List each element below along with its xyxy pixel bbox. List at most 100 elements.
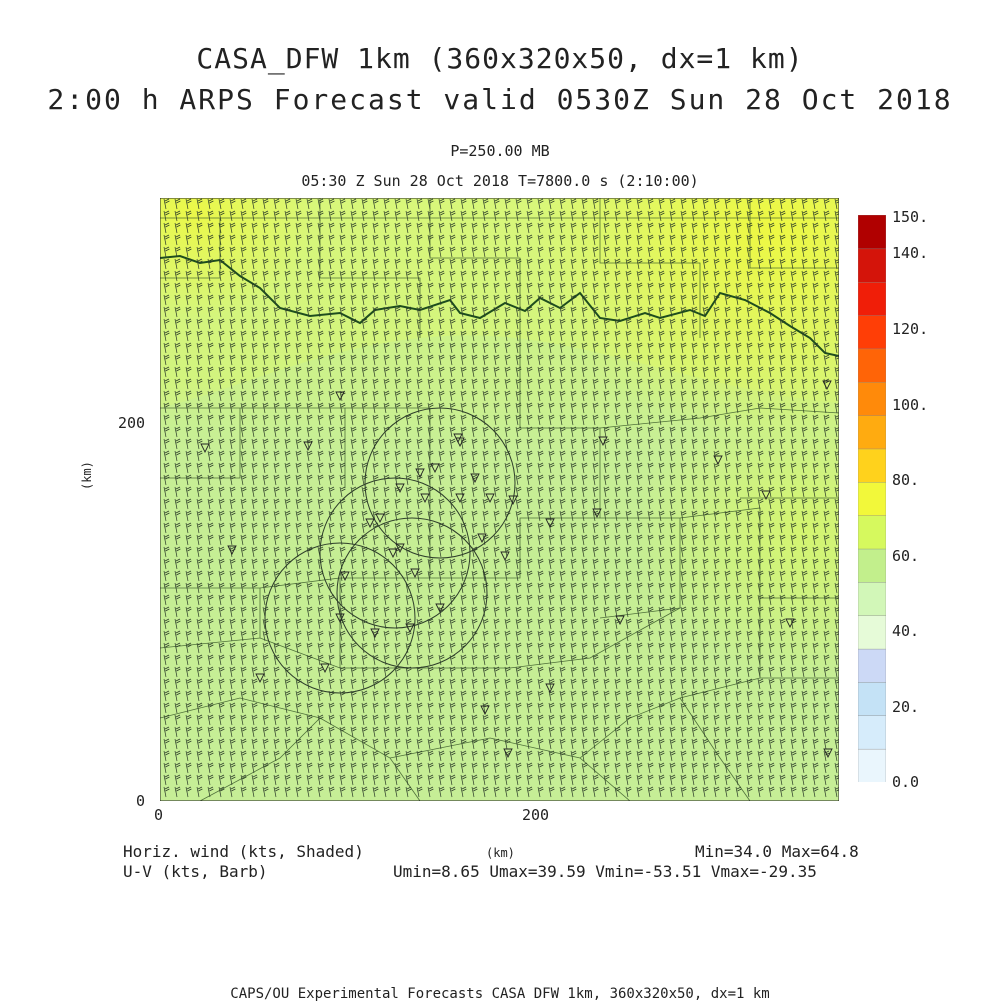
wind-barb [834, 234, 839, 246]
wind-barb [515, 258, 522, 270]
wind-barb [372, 606, 379, 618]
wind-barb [196, 630, 203, 642]
wind-barb [658, 618, 665, 630]
wind-barb [504, 306, 511, 318]
wind-barb [317, 678, 324, 690]
wind-barb [658, 258, 665, 270]
wind-barb [691, 270, 698, 282]
wind-barb [163, 330, 170, 342]
wind-barb [427, 474, 434, 486]
wind-barb [405, 606, 412, 618]
wind-barb [262, 582, 269, 594]
wind-barb [713, 570, 720, 582]
wind-barb [185, 258, 192, 270]
wind-barb [834, 546, 839, 558]
wind-barb [746, 594, 753, 606]
wind-barb [658, 486, 665, 498]
wind-barb [823, 210, 830, 222]
wind-barb [438, 486, 445, 498]
wind-barb [427, 342, 434, 354]
wind-barb [218, 366, 225, 378]
wind-barb [823, 342, 830, 354]
wind-barb [669, 498, 676, 510]
wind-barb [427, 630, 434, 642]
wind-barb [515, 222, 522, 234]
wind-barb [262, 390, 269, 402]
wind-barb [669, 354, 676, 366]
wind-barb [625, 558, 632, 570]
wind-barb [834, 510, 839, 522]
wind-barb [603, 246, 610, 258]
wind-barb [515, 570, 522, 582]
wind-barb [757, 546, 764, 558]
wind-barb [438, 498, 445, 510]
wind-barb [724, 210, 731, 222]
wind-barb [438, 438, 445, 450]
wind-barb [372, 282, 379, 294]
wind-barb [614, 654, 621, 666]
wind-barb [339, 510, 346, 522]
wind-barb [438, 318, 445, 330]
wind-barb [251, 402, 258, 414]
wind-barb [196, 678, 203, 690]
wind-barb [273, 414, 280, 426]
wind-barb [273, 558, 280, 570]
wind-barb [361, 630, 368, 642]
wind-barb [779, 450, 786, 462]
wind-barb [559, 282, 566, 294]
wind-barb [328, 246, 335, 258]
wind-barb [262, 354, 269, 366]
wind-barb [680, 210, 687, 222]
wind-barb [779, 234, 786, 246]
wind-barb [207, 378, 214, 390]
wind-barb [273, 522, 280, 534]
wind-barb [218, 378, 225, 390]
wind-barb [240, 510, 247, 522]
wind-barb [625, 222, 632, 234]
wind-barb [251, 570, 258, 582]
wind-barb [592, 354, 599, 366]
wind-barb [449, 426, 456, 438]
wind-barb [669, 582, 676, 594]
wind-barb [801, 270, 808, 282]
wind-barb [174, 426, 181, 438]
wind-barb [438, 258, 445, 270]
wind-barb [317, 426, 324, 438]
wind-barb [174, 258, 181, 270]
wind-barb [625, 210, 632, 222]
wind-barb [603, 678, 610, 690]
wind-barb [306, 402, 313, 414]
wind-barb [658, 570, 665, 582]
wind-barb [570, 198, 577, 210]
wind-barb [647, 306, 654, 318]
wind-barb [240, 366, 247, 378]
wind-barb [251, 450, 258, 462]
wind-barb [559, 354, 566, 366]
wind-barb [328, 258, 335, 270]
wind-barb [427, 498, 434, 510]
wind-barb [185, 222, 192, 234]
wind-barb [680, 234, 687, 246]
wind-barb [383, 246, 390, 258]
wind-barb [823, 234, 830, 246]
wind-barb [724, 666, 731, 678]
wind-barb [570, 582, 577, 594]
wind-barb [240, 582, 247, 594]
wind-barb [790, 330, 797, 342]
wind-barb [427, 582, 434, 594]
wind-barb [207, 390, 214, 402]
wind-barb [691, 366, 698, 378]
wind-barb [581, 654, 588, 666]
wind-barb [603, 366, 610, 378]
wind-barb [328, 342, 335, 354]
wind-barb [383, 642, 390, 654]
wind-barb [680, 222, 687, 234]
wind-barb [163, 258, 170, 270]
wind-barb [603, 570, 610, 582]
wind-barb [196, 654, 203, 666]
wind-barb [504, 462, 511, 474]
wind-barb [834, 498, 839, 510]
wind-barb [625, 522, 632, 534]
wind-barb [812, 462, 819, 474]
wind-barb [361, 210, 368, 222]
